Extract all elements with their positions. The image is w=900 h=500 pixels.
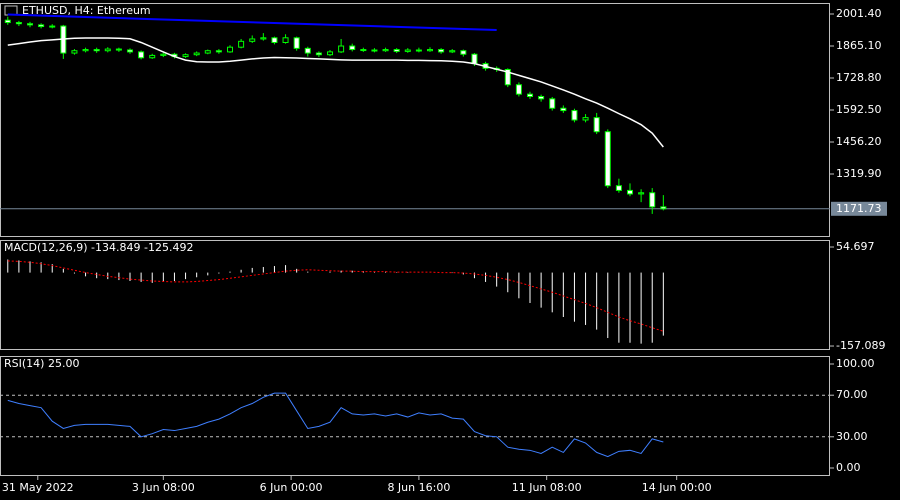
panel-title: MACD(12,26,9) -134.849 -125.492 — [4, 241, 193, 254]
x-tick-label: 8 Jun 16:00 — [387, 481, 450, 494]
candle-body — [338, 45, 345, 53]
candle-body — [349, 45, 356, 51]
candle-body — [460, 50, 467, 55]
candle-body — [393, 49, 400, 52]
candle-body — [249, 38, 256, 42]
moving-average — [7, 37, 664, 148]
candle-body — [315, 52, 322, 56]
rsi-line — [7, 392, 664, 458]
candle-body — [404, 49, 411, 52]
candle-body — [527, 93, 533, 97]
candle-body — [193, 52, 200, 56]
candle-body — [382, 49, 389, 52]
candle-body — [549, 98, 556, 109]
candle-body — [38, 24, 45, 28]
candle-body — [238, 40, 245, 48]
panel-title: ETHUSD, H4: Ethereum — [22, 4, 151, 17]
candle-body — [71, 50, 78, 54]
candle-body — [149, 54, 156, 59]
candle-body — [371, 49, 378, 52]
x-tick-label: 31 May 2022 — [2, 481, 74, 494]
candle-body — [560, 107, 567, 112]
candle-body — [538, 95, 545, 100]
candle-body — [104, 48, 111, 52]
trendline — [7, 13, 497, 32]
candle-body — [427, 49, 433, 52]
candle-body — [649, 192, 656, 208]
candle-body — [627, 189, 633, 195]
candle-body — [571, 110, 578, 121]
candle-body — [360, 49, 367, 52]
y-tick-label: 1865.10 — [836, 39, 882, 52]
x-tick-label: 14 Jun 00:00 — [642, 481, 712, 494]
candle-body — [260, 37, 267, 40]
candle-body — [515, 84, 522, 95]
panel-frame — [0, 3, 830, 237]
x-tick-label: 3 Jun 08:00 — [132, 481, 195, 494]
y-tick-label: 2001.40 — [836, 7, 882, 20]
candle-body — [660, 206, 667, 210]
candle-body — [293, 37, 300, 49]
panel-frame — [0, 356, 830, 476]
candle-body — [327, 51, 333, 56]
candle-body — [638, 192, 645, 195]
candle-body — [4, 19, 11, 24]
candle-body — [593, 117, 600, 133]
current-price-box — [831, 201, 887, 216]
candle-body — [160, 53, 167, 56]
candle-body — [93, 49, 100, 52]
candle-body — [204, 50, 211, 54]
y-tick-label: 1456.20 — [836, 135, 882, 148]
candle-body — [415, 49, 422, 52]
candle-body — [127, 49, 133, 53]
candle-body — [271, 37, 278, 43]
current-price-label: 1171.73 — [836, 202, 882, 215]
y-tick-label: 54.697 — [836, 240, 875, 253]
candle-body — [615, 185, 622, 191]
candle-body — [604, 131, 611, 187]
candle-body — [471, 53, 478, 65]
candle-body — [82, 49, 89, 52]
y-tick-label: 100.00 — [836, 357, 875, 370]
y-tick-label: 1319.90 — [836, 167, 882, 180]
x-tick-label: 6 Jun 00:00 — [260, 481, 323, 494]
y-tick-label: 1592.50 — [836, 103, 882, 116]
candle-body — [27, 23, 33, 26]
candle-body — [49, 25, 56, 28]
candle-body — [282, 37, 289, 43]
y-tick-label: 30.00 — [836, 430, 868, 443]
candle-body — [504, 68, 511, 86]
panel-title: RSI(14) 25.00 — [4, 357, 79, 370]
y-tick-label: -157.089 — [836, 339, 885, 352]
candle-body — [227, 46, 233, 53]
candle-body — [438, 49, 445, 53]
y-tick-label: 0.00 — [836, 461, 861, 474]
candle-body — [582, 117, 589, 121]
candle-body — [449, 50, 456, 53]
panel-frame — [0, 240, 830, 350]
candle-body — [182, 54, 189, 58]
candle-body — [215, 50, 222, 53]
y-tick-label: 70.00 — [836, 388, 868, 401]
candle-body — [115, 48, 122, 51]
candle-body — [138, 51, 145, 59]
y-tick-label: 1728.80 — [836, 71, 882, 84]
x-tick-label: 11 Jun 08:00 — [512, 481, 582, 494]
candle-body — [304, 47, 311, 54]
candle-body — [15, 22, 22, 25]
